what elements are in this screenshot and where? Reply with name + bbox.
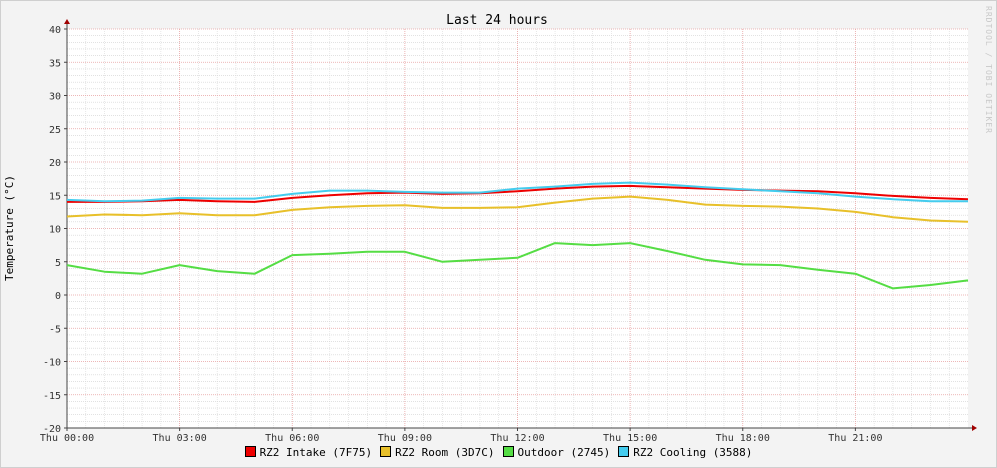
- legend: RZ2 Intake (7F75) RZ2 Room (3D7C) Outdoor …: [0, 446, 997, 459]
- x-tick-label: Thu 21:00: [828, 433, 882, 444]
- y-tick-label: -15: [43, 391, 61, 402]
- x-tick-label: Thu 03:00: [153, 433, 207, 444]
- y-tick-label: 30: [49, 92, 61, 103]
- axes: [64, 19, 977, 431]
- y-tick-label: 0: [55, 291, 61, 302]
- legend-item: RZ2 Intake (7F75): [244, 446, 373, 459]
- grid: [66, 28, 968, 429]
- series-lines: [66, 181, 969, 290]
- legend-label: RZ2 Intake (7F75): [259, 446, 373, 459]
- legend-swatch: [380, 446, 392, 457]
- legend-swatch: [618, 446, 630, 457]
- series-line-1: [66, 195, 969, 223]
- x-axis-arrow: [972, 425, 977, 431]
- x-tick-label: Thu 09:00: [378, 433, 432, 444]
- x-tick-label: Thu 06:00: [265, 433, 319, 444]
- y-tick-label: 40: [49, 25, 61, 36]
- legend-swatch: [502, 446, 514, 457]
- y-tick-label: -5: [49, 324, 61, 335]
- y-tick-label: 10: [49, 225, 61, 236]
- x-tick-label: Thu 15:00: [603, 433, 657, 444]
- series-line-0: [67, 184, 969, 203]
- legend-item: Outdoor (2745): [502, 446, 611, 459]
- axis-labels: -20 -15 -10 -5 0 5 10 15 20 25 30 35 40 Thu 00:00 Thu …: [40, 25, 883, 444]
- legend-label: RZ2 Room (3D7C): [395, 446, 495, 459]
- y-tick-label: 35: [49, 58, 61, 69]
- legend-swatch: [244, 446, 256, 457]
- y-tick-label: 5: [55, 258, 61, 269]
- legend-item: RZ2 Room (3D7C): [380, 446, 495, 459]
- y-tick-label: -20: [43, 424, 61, 435]
- legend-label: Outdoor (2745): [517, 446, 611, 459]
- x-tick-label: Thu 18:00: [716, 433, 770, 444]
- rrdtool-watermark: RRDTOOL / TOBI OETIKER: [984, 6, 993, 134]
- x-tick-label: Thu 12:00: [490, 433, 544, 444]
- legend-label: RZ2 Cooling (3588): [633, 446, 753, 459]
- y-axis-arrow: [64, 19, 70, 24]
- y-tick-label: -10: [43, 358, 61, 369]
- x-tick-label: Thu 00:00: [40, 433, 94, 444]
- chart-title: Last 24 hours: [446, 13, 548, 28]
- series-line-3: [66, 181, 968, 203]
- y-axis-label: Temperature (°C): [3, 175, 16, 281]
- y-tick-label: 20: [49, 158, 61, 169]
- series-line-2: [66, 242, 969, 290]
- legend-item: RZ2 Cooling (3588): [618, 446, 752, 459]
- y-tick-label: 25: [49, 125, 61, 136]
- y-tick-label: 15: [49, 191, 61, 202]
